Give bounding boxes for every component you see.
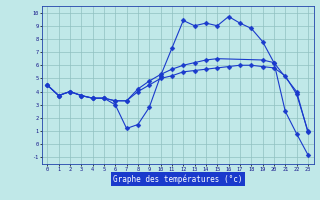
X-axis label: Graphe des températures (°c): Graphe des températures (°c) [113,175,242,184]
